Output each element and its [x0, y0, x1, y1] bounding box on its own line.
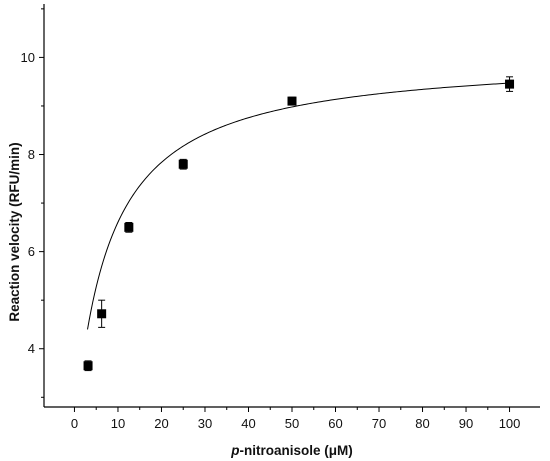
y-tick-label-10: 10	[21, 50, 35, 65]
y-tick-label-4: 4	[28, 341, 35, 356]
data-point-5	[287, 96, 297, 106]
x-tick-label-80: 80	[415, 416, 429, 431]
data-point-1	[83, 361, 93, 371]
x-tick-label-40: 40	[241, 416, 255, 431]
x-tick-label-30: 30	[198, 416, 212, 431]
x-axis-label-prefix: p	[230, 443, 239, 458]
x-tick-label-0: 0	[71, 416, 78, 431]
data-point-4	[178, 159, 188, 169]
plot-area: 0 10 20 30 40 50 60 70 80 90 100 4 6 8 10	[21, 4, 540, 431]
data-point-2	[97, 309, 107, 319]
y-tick-label-8: 8	[28, 147, 35, 162]
x-tick-label-60: 60	[328, 416, 342, 431]
x-tick-label-70: 70	[372, 416, 386, 431]
y-tick-label-6: 6	[28, 244, 35, 259]
x-tick-label-20: 20	[154, 416, 168, 431]
x-tick-label-90: 90	[459, 416, 473, 431]
data-point-3	[124, 222, 134, 232]
x-axis-label: p-nitroanisole (μM)	[230, 443, 353, 458]
data-point-6	[505, 79, 515, 89]
x-tick-label-100: 100	[499, 416, 521, 431]
x-tick-label-50: 50	[285, 416, 299, 431]
fit-curve	[87, 82, 510, 330]
x-tick-label-10: 10	[111, 416, 125, 431]
y-axis-label: Reaction velocity (RFU/min)	[7, 142, 22, 321]
x-axis-label-rest: -nitroanisole (μM)	[239, 443, 352, 458]
